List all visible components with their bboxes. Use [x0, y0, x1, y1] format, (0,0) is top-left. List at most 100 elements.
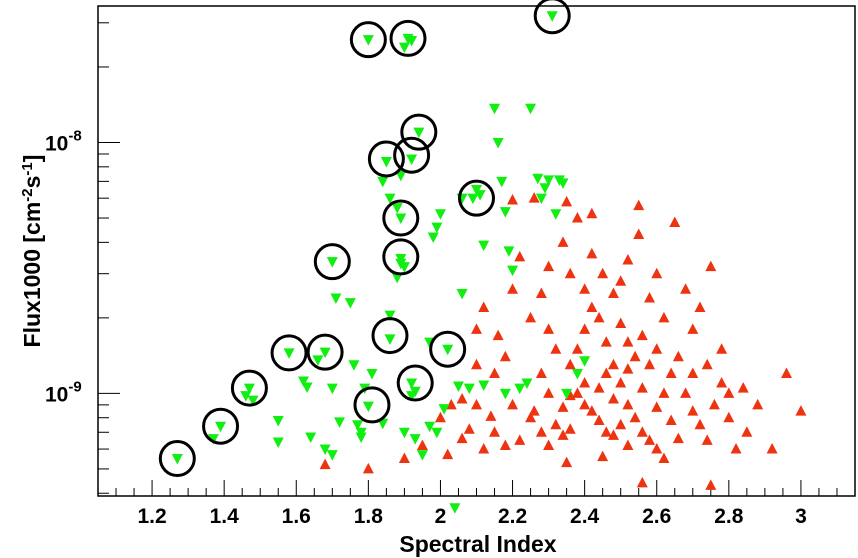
data-point-up-triangle: [492, 329, 504, 341]
data-point-up-triangle: [362, 462, 374, 474]
highlight-circle: [349, 21, 387, 59]
data-point-up-triangle: [622, 254, 634, 265]
data-point-up-triangle: [708, 398, 720, 410]
data-point-down-triangle: [449, 503, 461, 514]
data-point-down-triangle: [243, 383, 255, 395]
data-point-up-triangle: [680, 387, 692, 398]
data-point-down-triangle: [525, 103, 537, 115]
highlight-circles: [158, 0, 571, 478]
data-point-down-triangle: [395, 213, 407, 225]
data-point-down-triangle: [319, 347, 331, 359]
data-point-down-triangle: [434, 209, 446, 220]
data-point-down-triangle: [344, 298, 356, 309]
data-point-down-triangle: [489, 103, 501, 115]
data-point-up-triangle: [597, 450, 609, 462]
data-point-up-triangle: [586, 247, 598, 259]
data-point-down-triangle: [334, 417, 346, 428]
data-point-down-triangle: [352, 420, 364, 431]
data-point-up-triangle: [701, 358, 713, 370]
x-tick-label: 1.4: [210, 505, 240, 528]
data-point-up-triangle: [651, 443, 663, 454]
y-axis-ticks: [98, 22, 120, 494]
data-point-up-triangle: [781, 367, 793, 379]
data-point-up-triangle: [571, 343, 583, 354]
data-point-up-triangle: [543, 439, 555, 450]
series-red-up-triangles: [319, 192, 807, 490]
data-point-up-triangle: [398, 452, 410, 464]
data-point-down-triangle: [532, 173, 544, 185]
y-tick-labels: 10-9 10-8: [45, 128, 82, 407]
data-point-up-triangle: [615, 377, 627, 388]
data-point-up-triangle: [680, 283, 692, 294]
data-point-down-triangle: [496, 176, 508, 188]
data-point-up-triangle: [561, 195, 573, 207]
data-point-down-triangle: [452, 381, 464, 393]
data-point-up-triangle: [607, 358, 619, 370]
data-point-down-triangle: [377, 176, 389, 188]
data-point-down-triangle: [431, 222, 443, 234]
data-point-down-triangle: [272, 415, 284, 427]
data-point-up-triangle: [730, 443, 742, 454]
highlight-circle: [382, 238, 420, 276]
data-point-down-triangle: [391, 203, 403, 214]
data-point-up-triangle: [564, 423, 576, 434]
data-point-down-triangle: [380, 157, 392, 168]
data-point-down-triangle: [305, 432, 317, 444]
data-point-up-triangle: [528, 192, 540, 203]
data-point-down-triangle: [398, 427, 410, 439]
data-point-down-triangle: [398, 42, 410, 54]
data-point-up-triangle: [514, 250, 526, 262]
data-point-up-triangle: [687, 405, 699, 416]
data-point-up-triangle: [507, 193, 519, 205]
data-point-up-triangle: [571, 212, 583, 223]
data-point-up-triangle: [629, 411, 641, 423]
data-point-up-triangle: [636, 329, 648, 341]
data-point-up-triangle: [665, 367, 677, 379]
data-point-down-triangle: [171, 454, 183, 465]
data-point-up-triangle: [694, 301, 706, 312]
data-point-down-triangle: [474, 190, 486, 201]
data-point-up-triangle: [471, 358, 482, 370]
data-point-down-triangle: [240, 391, 252, 402]
data-point-up-triangle: [579, 398, 591, 410]
data-point-up-triangle: [723, 387, 735, 398]
data-point-up-triangle: [658, 387, 670, 398]
highlight-circle: [313, 243, 351, 281]
data-point-up-triangle: [672, 432, 684, 444]
data-point-up-triangle: [651, 401, 663, 412]
data-point-up-triangle: [752, 398, 764, 410]
data-point-down-triangle: [507, 265, 519, 277]
data-point-up-triangle: [651, 343, 663, 354]
data-point-up-triangle: [463, 423, 475, 434]
data-point-down-triangle: [492, 138, 504, 149]
data-point-down-triangle: [438, 404, 450, 415]
data-point-up-triangle: [741, 426, 753, 437]
highlight-circle: [158, 440, 196, 478]
highlight-circle: [382, 199, 420, 237]
data-point-up-triangle: [622, 439, 634, 450]
data-point-up-triangle: [593, 414, 605, 425]
data-point-up-triangle: [319, 458, 331, 470]
highlight-circle: [353, 386, 391, 424]
data-point-up-triangle: [561, 456, 573, 468]
data-point-up-triangle: [600, 426, 612, 437]
data-point-down-triangle: [550, 209, 562, 220]
data-point-down-triangle: [579, 356, 591, 367]
data-point-down-triangle: [406, 36, 418, 47]
data-point-up-triangle: [687, 323, 699, 334]
highlight-circle: [270, 334, 308, 372]
data-point-up-triangle: [525, 311, 537, 323]
data-point-down-triangle: [514, 383, 526, 395]
data-point-down-triangle: [395, 170, 407, 182]
highlight-circle: [400, 113, 438, 151]
y-tick-label: 10-9: [45, 378, 82, 406]
highlight-circle: [230, 369, 268, 407]
data-point-down-triangle: [499, 207, 511, 218]
data-point-down-triangle: [416, 450, 428, 461]
data-point-up-triangle: [607, 287, 619, 299]
data-point-down-triangle: [207, 434, 219, 445]
data-point-down-triangle: [467, 193, 479, 205]
data-point-up-triangle: [658, 311, 670, 323]
data-point-up-triangle: [586, 207, 598, 219]
data-point-down-triangle: [561, 388, 573, 400]
